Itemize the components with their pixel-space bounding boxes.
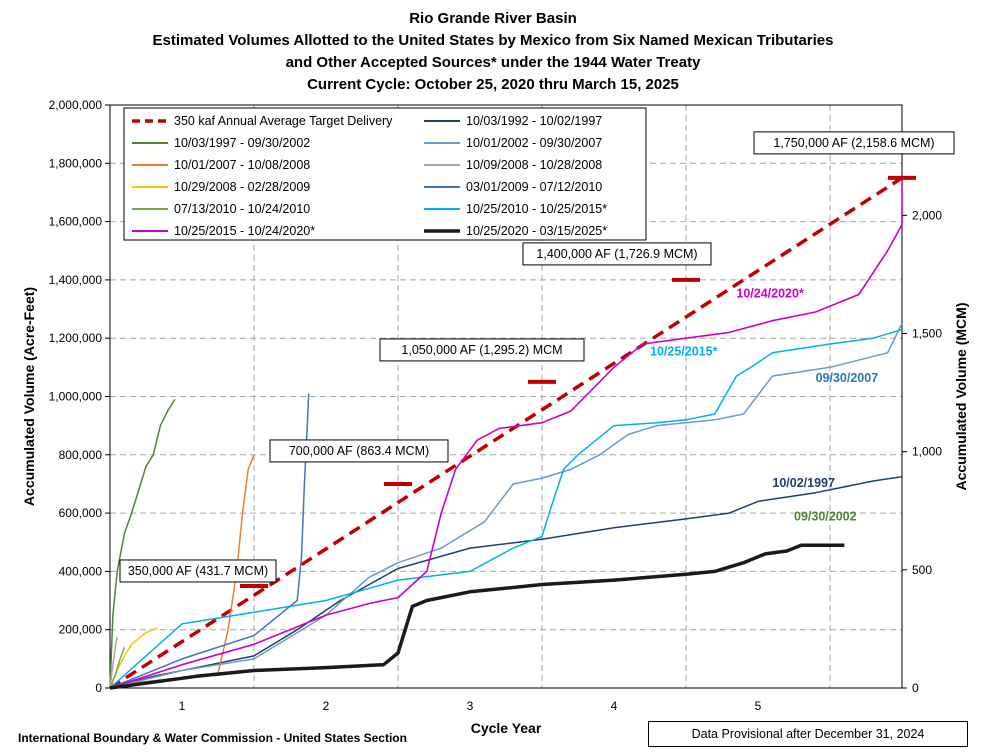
x-tick-label: 2 — [323, 699, 330, 713]
y-tick-label: 1,800,000 — [49, 156, 103, 170]
legend-label: 10/03/1992 - 10/02/1997 — [466, 114, 602, 128]
title-line-4: Current Cycle: October 25, 2020 thru Mar… — [307, 76, 679, 93]
x-axis-title: Cycle Year — [471, 720, 542, 736]
y2-tick-label: 1,500 — [912, 327, 942, 341]
annotation-label: 1,400,000 AF (1,726.9 MCM) — [536, 247, 697, 261]
y-tick-label: 400,000 — [59, 564, 103, 578]
title-line-2: Estimated Volumes Allotted to the United… — [153, 32, 834, 49]
y-tick-label: 1,000,000 — [49, 390, 103, 404]
x-tick-label: 3 — [467, 699, 474, 713]
y-tick-label: 1,400,000 — [49, 273, 103, 287]
legend-label: 10/03/1997 - 09/30/2002 — [174, 136, 310, 150]
legend-label: 10/01/2007 - 10/08/2008 — [174, 158, 310, 172]
annotation-label: 1,750,000 AF (2,158.6 MCM) — [773, 136, 934, 150]
y-tick-label: 2,000,000 — [49, 98, 103, 112]
series-line-12 — [109, 543, 845, 690]
legend-label: 350 kaf Annual Average Target Delivery — [174, 114, 393, 128]
series-lines — [109, 176, 903, 690]
y-tick-label: 800,000 — [59, 448, 103, 462]
legend-label: 03/01/2009 - 07/12/2010 — [466, 180, 602, 194]
footer-provisional-note: Data Provisional after December 31, 2024 — [648, 721, 968, 747]
series-line-10 — [109, 328, 903, 689]
x-tick-label: 5 — [755, 699, 762, 713]
title-line-1: Rio Grande River Basin — [409, 10, 577, 27]
x-tick-label: 4 — [611, 699, 618, 713]
series-line-2 — [109, 475, 903, 689]
title-line-3: and Other Accepted Sources* under the 19… — [286, 54, 702, 71]
legend-label: 10/01/2002 - 09/30/2007 — [466, 136, 602, 150]
y-tick-label: 1,600,000 — [49, 215, 103, 229]
series-line-6 — [109, 636, 118, 689]
annotation-box — [379, 338, 585, 362]
legend-label: 07/13/2010 - 10/24/2010 — [174, 202, 310, 216]
y-axis-title: Accumulated Volume (Acre-Feet) — [21, 287, 37, 506]
footer-source: International Boundary & Water Commissio… — [18, 731, 407, 745]
end-label: 09/30/2002 — [794, 509, 857, 523]
chart-title: Rio Grande River Basin Estimated Volumes … — [153, 10, 834, 93]
y2-axis-title: Accumulated Volume (MCM) — [953, 303, 969, 491]
series-line-1 — [109, 176, 903, 690]
legend-label: 10/25/2015 - 10/24/2020* — [174, 224, 315, 238]
end-label: 10/02/1997 — [772, 476, 835, 490]
axes: 0 200,000 400,000 600,000 800,000 1,000,000 1,… — [21, 98, 969, 736]
annotation-box — [522, 242, 712, 266]
annotation-box — [753, 131, 955, 155]
y-tick-label: 0 — [95, 681, 102, 695]
legend-label: 10/25/2010 - 10/25/2015* — [466, 202, 607, 216]
y-tick-label: 1,200,000 — [49, 331, 103, 345]
series-line-11 — [109, 177, 903, 689]
annotations: 350,000 AF (431.7 MCM) 700,000 AF (863.4 … — [119, 131, 955, 588]
y2-tick-label: 500 — [912, 563, 932, 577]
series-line-4 — [109, 323, 903, 689]
end-label: 09/30/2007 — [816, 371, 879, 385]
legend-label: 10/25/2020 - 03/15/2025* — [466, 224, 607, 238]
annotation-box — [119, 559, 277, 583]
annotation-label: 700,000 AF (863.4 MCM) — [289, 444, 429, 458]
annotation-label: 1,050,000 AF (1,295.2) MCM — [401, 343, 562, 357]
legend: 350 kaf Annual Average Target Delivery 10… — [123, 107, 647, 241]
annotation-box — [269, 439, 449, 463]
legend-label: 10/29/2008 - 02/28/2009 — [174, 180, 310, 194]
x-tick-label: 1 — [179, 699, 186, 713]
series-line-9 — [109, 646, 126, 689]
legend-label: 10/09/2008 - 10/28/2008 — [466, 158, 602, 172]
y2-tick-label: 1,000 — [912, 445, 942, 459]
end-label: 10/24/2020* — [736, 286, 804, 300]
series-line-7 — [109, 627, 158, 689]
legend-box — [123, 107, 647, 241]
y-tick-label: 200,000 — [59, 623, 103, 637]
end-label: 10/25/2015* — [650, 345, 718, 359]
annotation-label: 350,000 AF (431.7 MCM) — [128, 564, 268, 578]
end-labels: 10/24/2020* 10/25/2015* 09/30/2007 10/02/19… — [650, 286, 878, 523]
series-line-3 — [109, 399, 176, 689]
y2-tick-label: 0 — [912, 681, 919, 695]
y-tick-label: 600,000 — [59, 506, 103, 520]
y2-tick-label: 2,000 — [912, 208, 942, 222]
